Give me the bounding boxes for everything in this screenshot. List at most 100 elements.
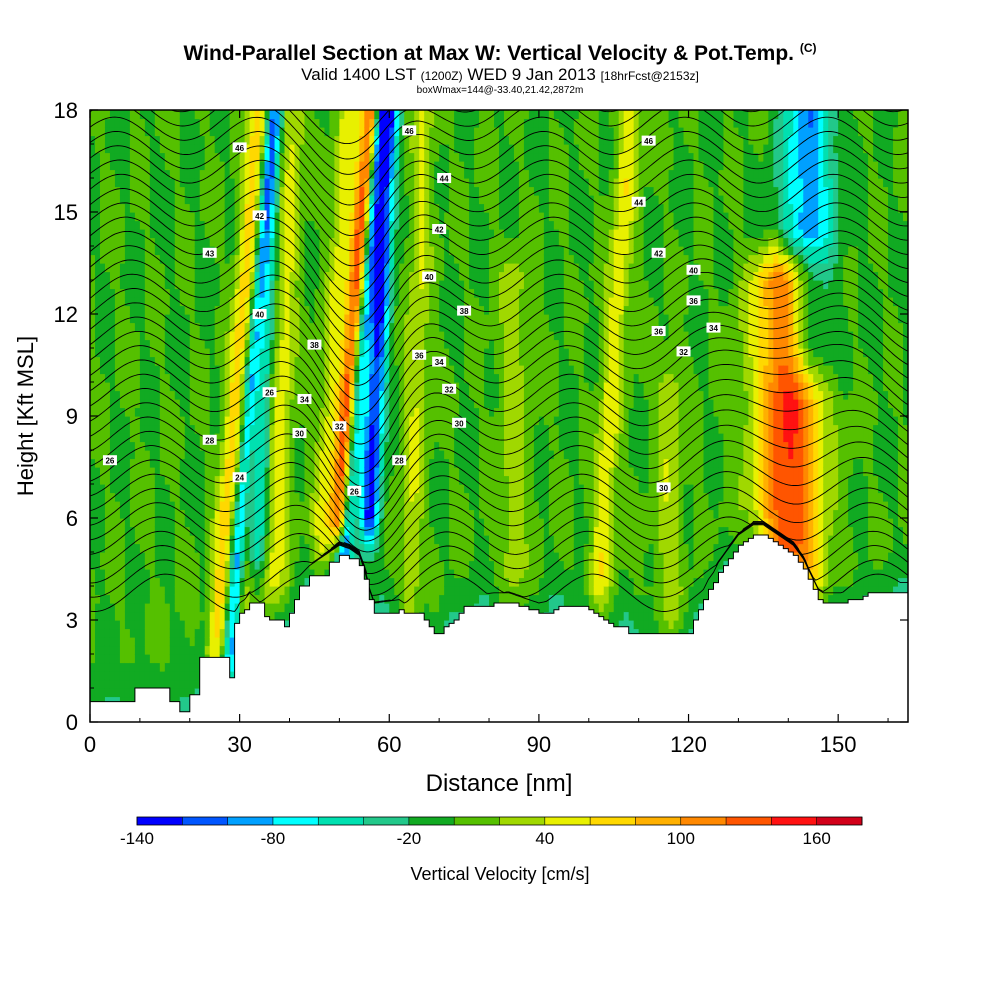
w-cell [354,509,360,519]
w-cell [374,416,380,426]
w-cell [159,178,166,188]
w-cell [389,586,395,596]
w-cell [239,467,246,477]
w-cell [354,399,360,409]
w-cell [409,212,415,222]
w-cell [359,254,365,264]
w-cell [194,577,201,587]
w-cell [219,433,226,443]
w-cell [94,620,101,630]
w-cell [109,144,116,154]
w-cell [139,543,146,553]
w-cell [99,441,106,451]
w-cell [119,365,126,375]
w-cell [119,662,126,672]
w-cell [164,637,171,647]
w-cell [119,314,126,324]
w-cell [194,416,201,426]
w-cell [209,288,216,298]
w-cell [304,169,311,179]
w-cell [184,552,191,562]
w-cell [329,365,335,375]
w-cell [229,186,236,196]
w-cell [299,212,306,222]
w-cell [424,407,430,417]
w-cell [324,135,331,145]
w-cell [264,509,271,519]
w-cell [99,212,106,222]
w-cell [209,399,216,409]
w-cell [169,569,176,579]
w-cell [214,628,221,638]
w-cell [124,339,131,349]
w-cell [144,229,151,239]
w-cell [159,543,166,553]
w-cell [119,110,126,120]
w-cell [404,552,410,562]
w-cell [394,399,400,409]
w-cell [344,263,350,273]
w-cell [279,229,286,239]
w-cell [384,603,390,613]
w-cell [359,220,365,230]
w-cell [174,356,181,366]
w-cell [144,135,151,145]
w-cell [304,229,311,239]
w-cell [174,450,181,460]
w-cell [229,203,236,213]
w-cell [389,365,395,375]
w-cell [379,501,385,511]
w-cell [324,569,331,579]
w-cell [184,144,191,154]
w-cell [179,237,186,247]
w-cell [239,526,246,536]
w-cell [284,254,291,264]
w-cell [334,399,340,409]
w-cell [149,475,156,485]
w-cell [384,509,390,519]
w-cell [324,433,331,443]
w-cell [399,356,405,366]
w-cell [139,382,146,392]
w-cell [229,424,236,434]
w-cell [329,518,335,528]
w-cell [114,662,121,672]
w-cell [374,348,380,358]
w-cell [154,407,161,417]
w-cell [169,203,176,213]
w-cell [144,611,151,621]
w-cell [114,543,121,553]
w-cell [194,671,201,681]
w-cell [399,127,405,137]
w-cell [174,560,181,570]
w-cell [199,611,206,621]
w-cell [229,288,236,298]
w-cell [164,628,171,638]
w-cell [184,288,191,298]
w-cell [179,110,186,120]
w-cell [149,518,156,528]
w-cell [149,543,156,553]
w-cell [114,186,121,196]
w-cell [184,526,191,536]
w-cell [204,552,211,562]
w-cell [159,348,166,358]
w-cell [224,161,231,171]
w-cell [299,127,306,137]
w-cell [289,424,296,434]
w-cell [109,424,116,434]
w-cell [294,314,301,324]
w-cell [209,348,216,358]
w-cell [154,645,161,655]
w-cell [154,135,161,145]
w-cell [239,297,246,307]
w-cell [269,195,276,205]
w-cell [429,186,435,196]
w-cell [349,441,355,451]
w-cell [404,382,410,392]
w-cell [139,229,146,239]
w-cell [279,331,286,341]
w-cell [319,271,326,281]
w-cell [324,552,331,562]
w-cell [169,628,176,638]
